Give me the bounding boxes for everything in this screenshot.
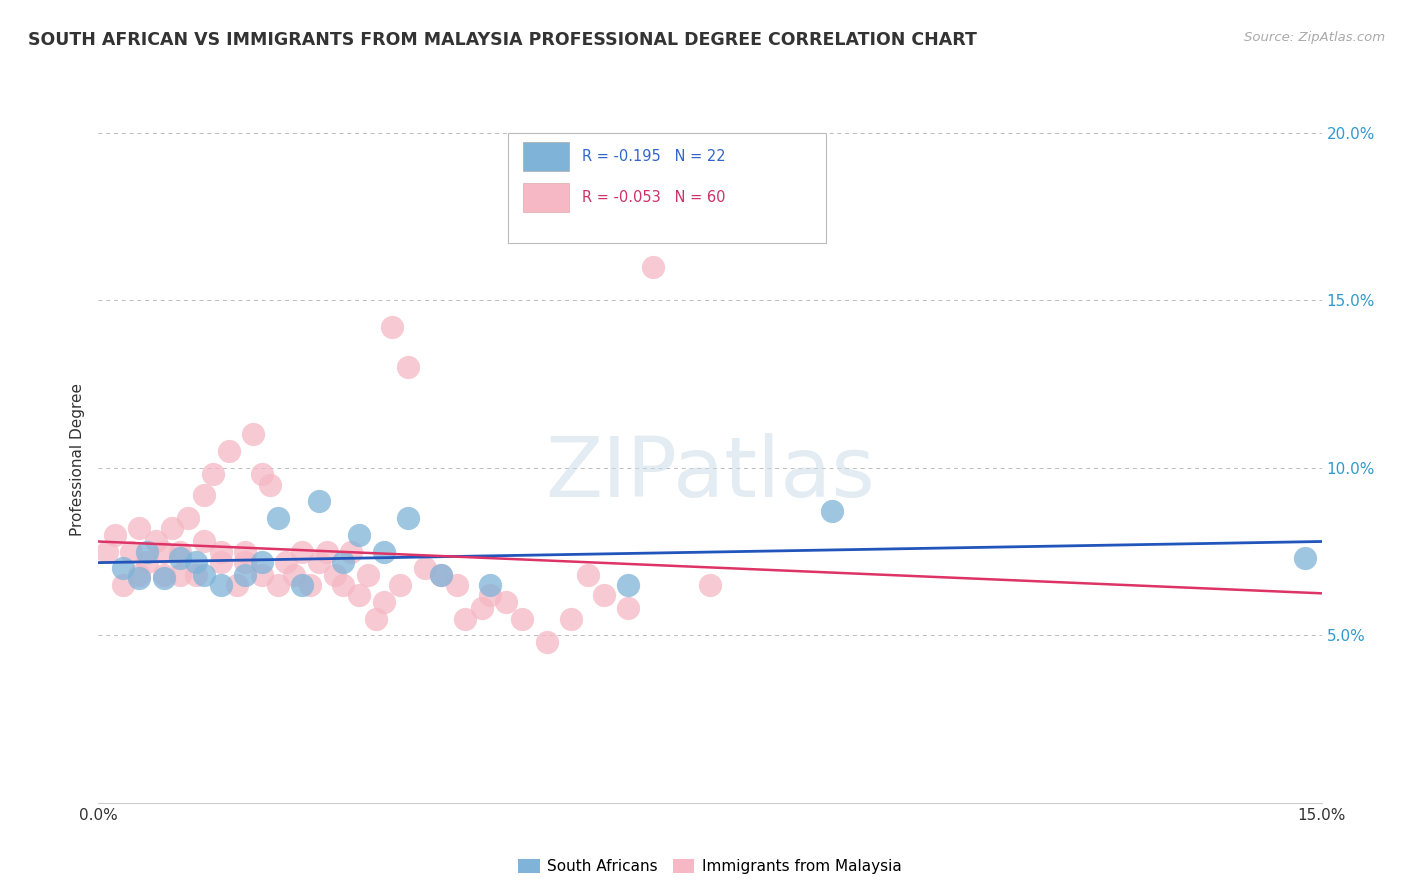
Point — [430, 568, 453, 582]
Point — [111, 578, 134, 592]
Point — [186, 555, 208, 569]
FancyBboxPatch shape — [523, 183, 569, 212]
Point — [186, 568, 208, 582]
Point — [233, 555, 256, 569]
Point — [364, 611, 387, 625]
Point — [821, 504, 844, 518]
Point — [169, 568, 191, 582]
Text: SOUTH AFRICAN VS IMMIGRANTS FROM MALAYSIA PROFESSIONAL DEGREE CORRELATION CHART: SOUTH AFRICAN VS IMMIGRANTS FROM MALAYSI… — [28, 31, 977, 49]
Point — [233, 544, 256, 558]
Point — [274, 555, 297, 569]
Point — [356, 568, 378, 582]
Point — [413, 561, 436, 575]
Point — [617, 578, 640, 592]
Point — [152, 544, 174, 558]
Point — [512, 611, 534, 625]
Point — [250, 555, 273, 569]
Point — [250, 568, 273, 582]
Point — [536, 635, 558, 649]
Point — [291, 544, 314, 558]
Point — [160, 521, 183, 535]
Point — [96, 544, 118, 558]
Point — [323, 568, 346, 582]
Point — [267, 511, 290, 525]
Point — [259, 477, 281, 491]
Point — [373, 595, 395, 609]
Point — [177, 511, 200, 525]
Point — [145, 534, 167, 549]
Point — [169, 544, 191, 558]
Point — [209, 544, 232, 558]
Point — [381, 320, 404, 334]
Point — [267, 578, 290, 592]
Point — [193, 487, 215, 501]
Point — [233, 568, 256, 582]
Point — [454, 611, 477, 625]
Point — [128, 568, 150, 582]
Point — [218, 444, 240, 458]
Point — [193, 568, 215, 582]
Point — [478, 578, 501, 592]
Point — [111, 561, 134, 575]
Point — [332, 555, 354, 569]
Point — [308, 555, 330, 569]
Point — [576, 568, 599, 582]
Point — [315, 544, 337, 558]
Point — [1294, 551, 1316, 566]
FancyBboxPatch shape — [508, 133, 827, 243]
Point — [226, 578, 249, 592]
Point — [430, 568, 453, 582]
Point — [495, 595, 517, 609]
Point — [478, 588, 501, 602]
Point — [169, 551, 191, 566]
FancyBboxPatch shape — [523, 142, 569, 171]
Text: Source: ZipAtlas.com: Source: ZipAtlas.com — [1244, 31, 1385, 45]
Text: R = -0.053   N = 60: R = -0.053 N = 60 — [582, 190, 725, 205]
Point — [136, 544, 159, 558]
Text: R = -0.195   N = 22: R = -0.195 N = 22 — [582, 149, 725, 164]
Point — [283, 568, 305, 582]
Point — [641, 260, 664, 274]
Point — [389, 578, 412, 592]
Point — [699, 578, 721, 592]
Point — [349, 588, 371, 602]
Point — [193, 534, 215, 549]
Point — [593, 588, 616, 602]
Point — [299, 578, 322, 592]
Point — [446, 578, 468, 592]
Point — [291, 578, 314, 592]
Point — [617, 601, 640, 615]
Point — [471, 601, 494, 615]
Point — [396, 511, 419, 525]
Point — [209, 578, 232, 592]
Point — [308, 494, 330, 508]
Point — [396, 360, 419, 375]
Point — [209, 555, 232, 569]
Point — [128, 571, 150, 585]
Point — [201, 467, 224, 482]
Point — [152, 571, 174, 585]
Point — [120, 544, 142, 558]
Legend: South Africans, Immigrants from Malaysia: South Africans, Immigrants from Malaysia — [519, 859, 901, 874]
Point — [250, 467, 273, 482]
Point — [242, 427, 264, 442]
Point — [340, 544, 363, 558]
Point — [373, 544, 395, 558]
Y-axis label: Professional Degree: Professional Degree — [69, 383, 84, 536]
Point — [332, 578, 354, 592]
Point — [560, 611, 582, 625]
Point — [128, 521, 150, 535]
Text: ZIPatlas: ZIPatlas — [546, 433, 875, 514]
Point — [152, 568, 174, 582]
Point — [136, 555, 159, 569]
Point — [349, 528, 371, 542]
Point — [104, 528, 127, 542]
